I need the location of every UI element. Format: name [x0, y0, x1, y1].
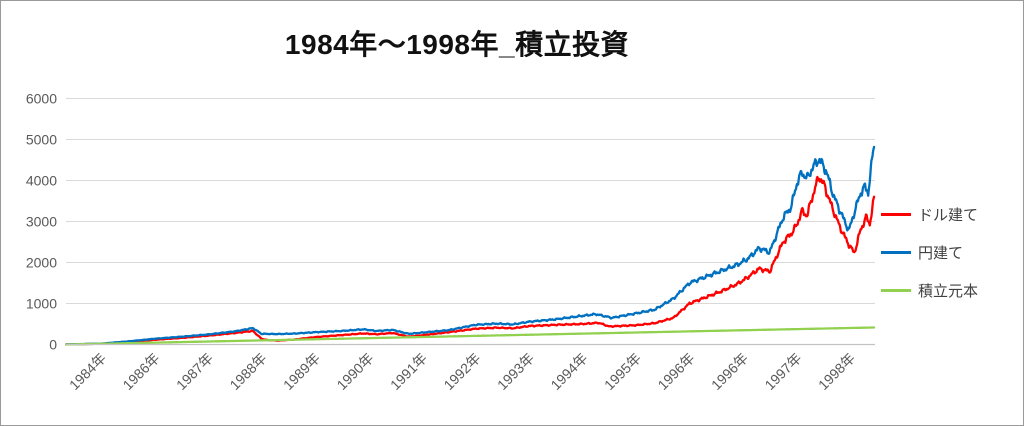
legend-line-swatch: [881, 213, 911, 216]
legend-label: 円建て: [918, 245, 964, 262]
series-line-dollar: [65, 175, 876, 346]
y-axis-tick-label: 0: [49, 337, 57, 353]
legend: ドル建て円建て積立元本: [881, 201, 978, 304]
legend-label: 積立元本: [918, 283, 979, 300]
x-axis-tick-label: 1988年: [226, 350, 269, 393]
legend-label: ドル建て: [918, 207, 979, 224]
y-axis-tick-label: 1000: [26, 296, 57, 312]
legend-line-swatch: [881, 251, 911, 254]
legend-line-swatch: [881, 289, 911, 292]
x-axis-tick-label: 1987年: [173, 350, 216, 393]
x-axis-tick-label: 1989年: [280, 350, 323, 393]
x-axis-tick-label: 1995年: [601, 350, 644, 393]
legend-item-dollar: ドル建て: [881, 201, 978, 228]
x-axis-tick-label: 1998年: [815, 350, 858, 393]
x-axis-tick-label: 1990年: [333, 350, 376, 393]
series-line-principal: [65, 326, 876, 346]
x-axis-tick-label: 1994年: [547, 350, 590, 393]
y-axis-tick-label: 3000: [26, 214, 57, 230]
y-axis-tick-label: 5000: [26, 132, 57, 148]
x-axis-tick-label: 1986年: [119, 350, 162, 393]
legend-item-yen: 円建て: [881, 239, 978, 266]
x-axis-tick-label: 1992年: [440, 350, 483, 393]
y-axis-tick-label: 6000: [26, 91, 57, 107]
series-line-yen: [65, 145, 876, 346]
x-axis-tick-label: 1993年: [494, 350, 537, 393]
x-axis-tick-label: 1997年: [761, 350, 804, 393]
chart-title: 1984年～1998年_積立投資: [284, 29, 630, 60]
x-axis-tick-label: 1991年: [387, 350, 430, 393]
x-axis-tick-label: 1984年: [66, 350, 109, 393]
y-axis-tick-label: 4000: [26, 173, 57, 189]
y-axis-tick-label: 2000: [26, 255, 57, 271]
x-axis-tick-label: 1996年: [708, 350, 751, 393]
legend-item-principal: 積立元本: [881, 277, 978, 304]
x-axis-tick-label: 1996年: [654, 350, 697, 393]
